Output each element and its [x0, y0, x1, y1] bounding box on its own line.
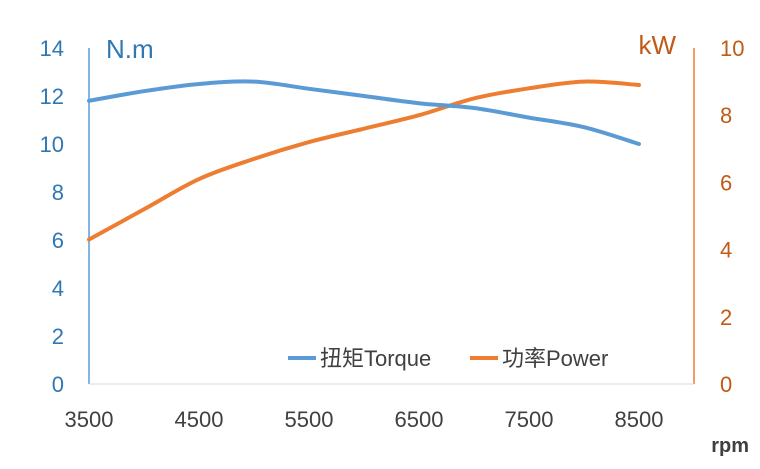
- x-tick-label: 3500: [65, 407, 114, 432]
- left-y-tick-label: 8: [52, 180, 64, 205]
- right-y-tick-label: 2: [720, 305, 732, 330]
- left-y-tick-label: 12: [40, 84, 64, 109]
- left-y-tick-label: 6: [52, 228, 64, 253]
- power-series-line: [87, 79, 641, 242]
- x-tick-label: 7500: [505, 407, 554, 432]
- x-axis-label: rpm: [711, 435, 749, 457]
- left-y-tick-label: 14: [40, 36, 64, 61]
- right-y-tick-label: 4: [720, 238, 732, 263]
- right-y-tick-label: 6: [720, 170, 732, 195]
- x-tick-labels: 3500 4500 5500 6500 7500 8500: [65, 407, 664, 432]
- right-axis-unit-label: kW: [638, 30, 676, 60]
- right-y-tick-label: 10: [720, 36, 744, 61]
- right-y-tick-label: 0: [720, 372, 732, 397]
- legend-label-power: 功率Power: [502, 346, 608, 371]
- x-tick-label: 8500: [615, 407, 664, 432]
- legend-label-torque: 扭矩Torque: [320, 346, 431, 371]
- left-y-tick-label: 2: [52, 324, 64, 349]
- left-y-tick-label: 4: [52, 276, 64, 301]
- x-tick-label: 5500: [285, 407, 334, 432]
- torque-series-line: [87, 79, 641, 146]
- left-y-tick-label: 0: [52, 372, 64, 397]
- left-y-tick-labels: 0 2 4 6 8 10 12 14: [40, 36, 64, 397]
- x-tick-label: 4500: [175, 407, 224, 432]
- right-y-tick-label: 8: [720, 103, 732, 128]
- x-tick-label: 6500: [395, 407, 444, 432]
- left-y-tick-label: 10: [40, 132, 64, 157]
- axes-layer: [88, 48, 695, 385]
- right-y-tick-labels: 0 2 4 6 8 10: [720, 36, 744, 397]
- chart-legend: 扭矩Torque 功率Power: [288, 346, 608, 371]
- series-layer: [87, 79, 641, 242]
- left-axis-unit-label: N.m: [106, 34, 154, 64]
